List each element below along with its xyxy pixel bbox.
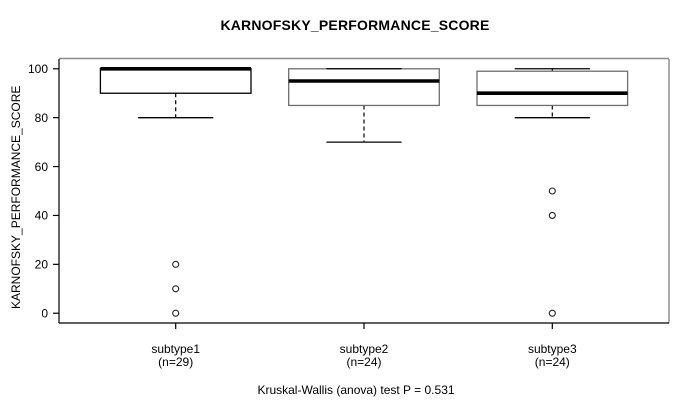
box-subtype3 xyxy=(476,70,629,107)
category-count: (n=24) xyxy=(534,355,570,369)
y-tick-label: 100 xyxy=(28,62,48,76)
outlier-point xyxy=(172,260,180,268)
category-name: subtype1 xyxy=(151,342,201,356)
stat-annotation: Kruskal-Wallis (anova) test P = 0.531 xyxy=(257,383,455,397)
y-tick-label: 0 xyxy=(41,306,48,320)
x-category-label: subtype3 (n=24) xyxy=(472,343,632,369)
y-tick-label: 20 xyxy=(35,258,49,272)
outlier-point xyxy=(172,309,180,317)
category-count: (n=29) xyxy=(158,355,194,369)
outlier-point xyxy=(548,211,556,219)
category-name: subtype2 xyxy=(339,342,389,356)
box-subtype1 xyxy=(99,68,252,94)
box-subtype2 xyxy=(288,68,440,107)
y-tick-label: 80 xyxy=(35,111,49,125)
outlier-point xyxy=(172,285,180,293)
category-name: subtype3 xyxy=(527,342,577,356)
y-tick-label: 60 xyxy=(35,160,49,174)
outlier-point xyxy=(548,309,556,317)
x-category-label: subtype2 (n=24) xyxy=(284,343,444,369)
x-category-label: subtype1 (n=29) xyxy=(96,343,256,369)
outlier-point xyxy=(548,187,556,195)
chart-title: KARNOFSKY_PERFORMANCE_SCORE xyxy=(220,17,490,33)
y-tick-label: 40 xyxy=(35,209,49,223)
category-count: (n=24) xyxy=(346,355,382,369)
